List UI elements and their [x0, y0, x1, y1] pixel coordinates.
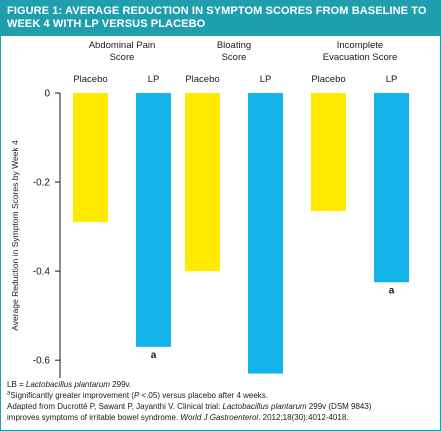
- footnote-source: Adapted from Ducrotté P, Sawant P, Jayan…: [7, 402, 372, 411]
- significance-marker: a: [263, 377, 269, 379]
- y-tick-label: -0.4: [33, 267, 51, 278]
- group-title: Incomplete: [337, 40, 383, 51]
- group-title: Score: [110, 52, 135, 63]
- bar-lp: [136, 93, 171, 347]
- group-title: Bloating: [217, 40, 251, 51]
- bar-label: Placebo: [311, 74, 345, 85]
- bar-lp: [248, 93, 283, 374]
- group-title: Evacuation Score: [323, 52, 397, 63]
- figure-footnotes: LB = Lactobacillus plantarum 299v. aSign…: [7, 379, 437, 423]
- footnote-significance: aSignificantly greater improvement (P <.…: [7, 390, 269, 400]
- bar-lp: [374, 93, 409, 283]
- footnote-abbreviation: LB = Lactobacillus plantarum 299v.: [7, 380, 132, 389]
- group-title: Score: [222, 52, 247, 63]
- group-title: Abdominal Pain: [89, 40, 156, 51]
- bar-placebo: [73, 93, 108, 223]
- figure-title: FIGURE 1: AVERAGE REDUCTION IN SYMPTOM S…: [1, 1, 441, 36]
- bar-placebo: [185, 93, 220, 272]
- bar-label: Placebo: [185, 74, 219, 85]
- y-tick-label: -0.6: [33, 356, 51, 367]
- bar-label: LP: [260, 74, 272, 85]
- bar-label: LP: [386, 74, 398, 85]
- bar-placebo: [311, 93, 346, 212]
- bar-label: LP: [148, 74, 160, 85]
- footnote-source-continued: improves symptoms of irritable bowel syn…: [7, 413, 349, 422]
- bar-label: Placebo: [73, 74, 107, 85]
- y-tick-label: 0: [44, 89, 50, 100]
- significance-marker: a: [389, 285, 395, 296]
- significance-marker: a: [151, 350, 157, 361]
- y-tick-label: -0.2: [33, 178, 51, 189]
- y-axis-title: Average Reduction in Symptom Scores by W…: [10, 140, 20, 331]
- bar-chart: 0 -0.2 -0.4 -0.6 Average Reduction in Sympto…: [10, 40, 409, 379]
